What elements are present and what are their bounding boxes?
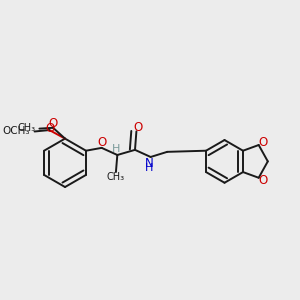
- Text: CH₃: CH₃: [18, 123, 36, 133]
- Text: H: H: [145, 163, 153, 173]
- Text: O: O: [133, 122, 142, 134]
- Text: O: O: [258, 173, 267, 187]
- Text: CH₃: CH₃: [107, 172, 125, 182]
- Text: O: O: [258, 136, 267, 149]
- Text: H: H: [112, 144, 120, 154]
- Text: O: O: [97, 136, 106, 149]
- Text: N: N: [145, 157, 153, 170]
- Text: OCH₃: OCH₃: [2, 126, 29, 136]
- Text: O: O: [49, 117, 58, 130]
- Text: O: O: [45, 122, 55, 135]
